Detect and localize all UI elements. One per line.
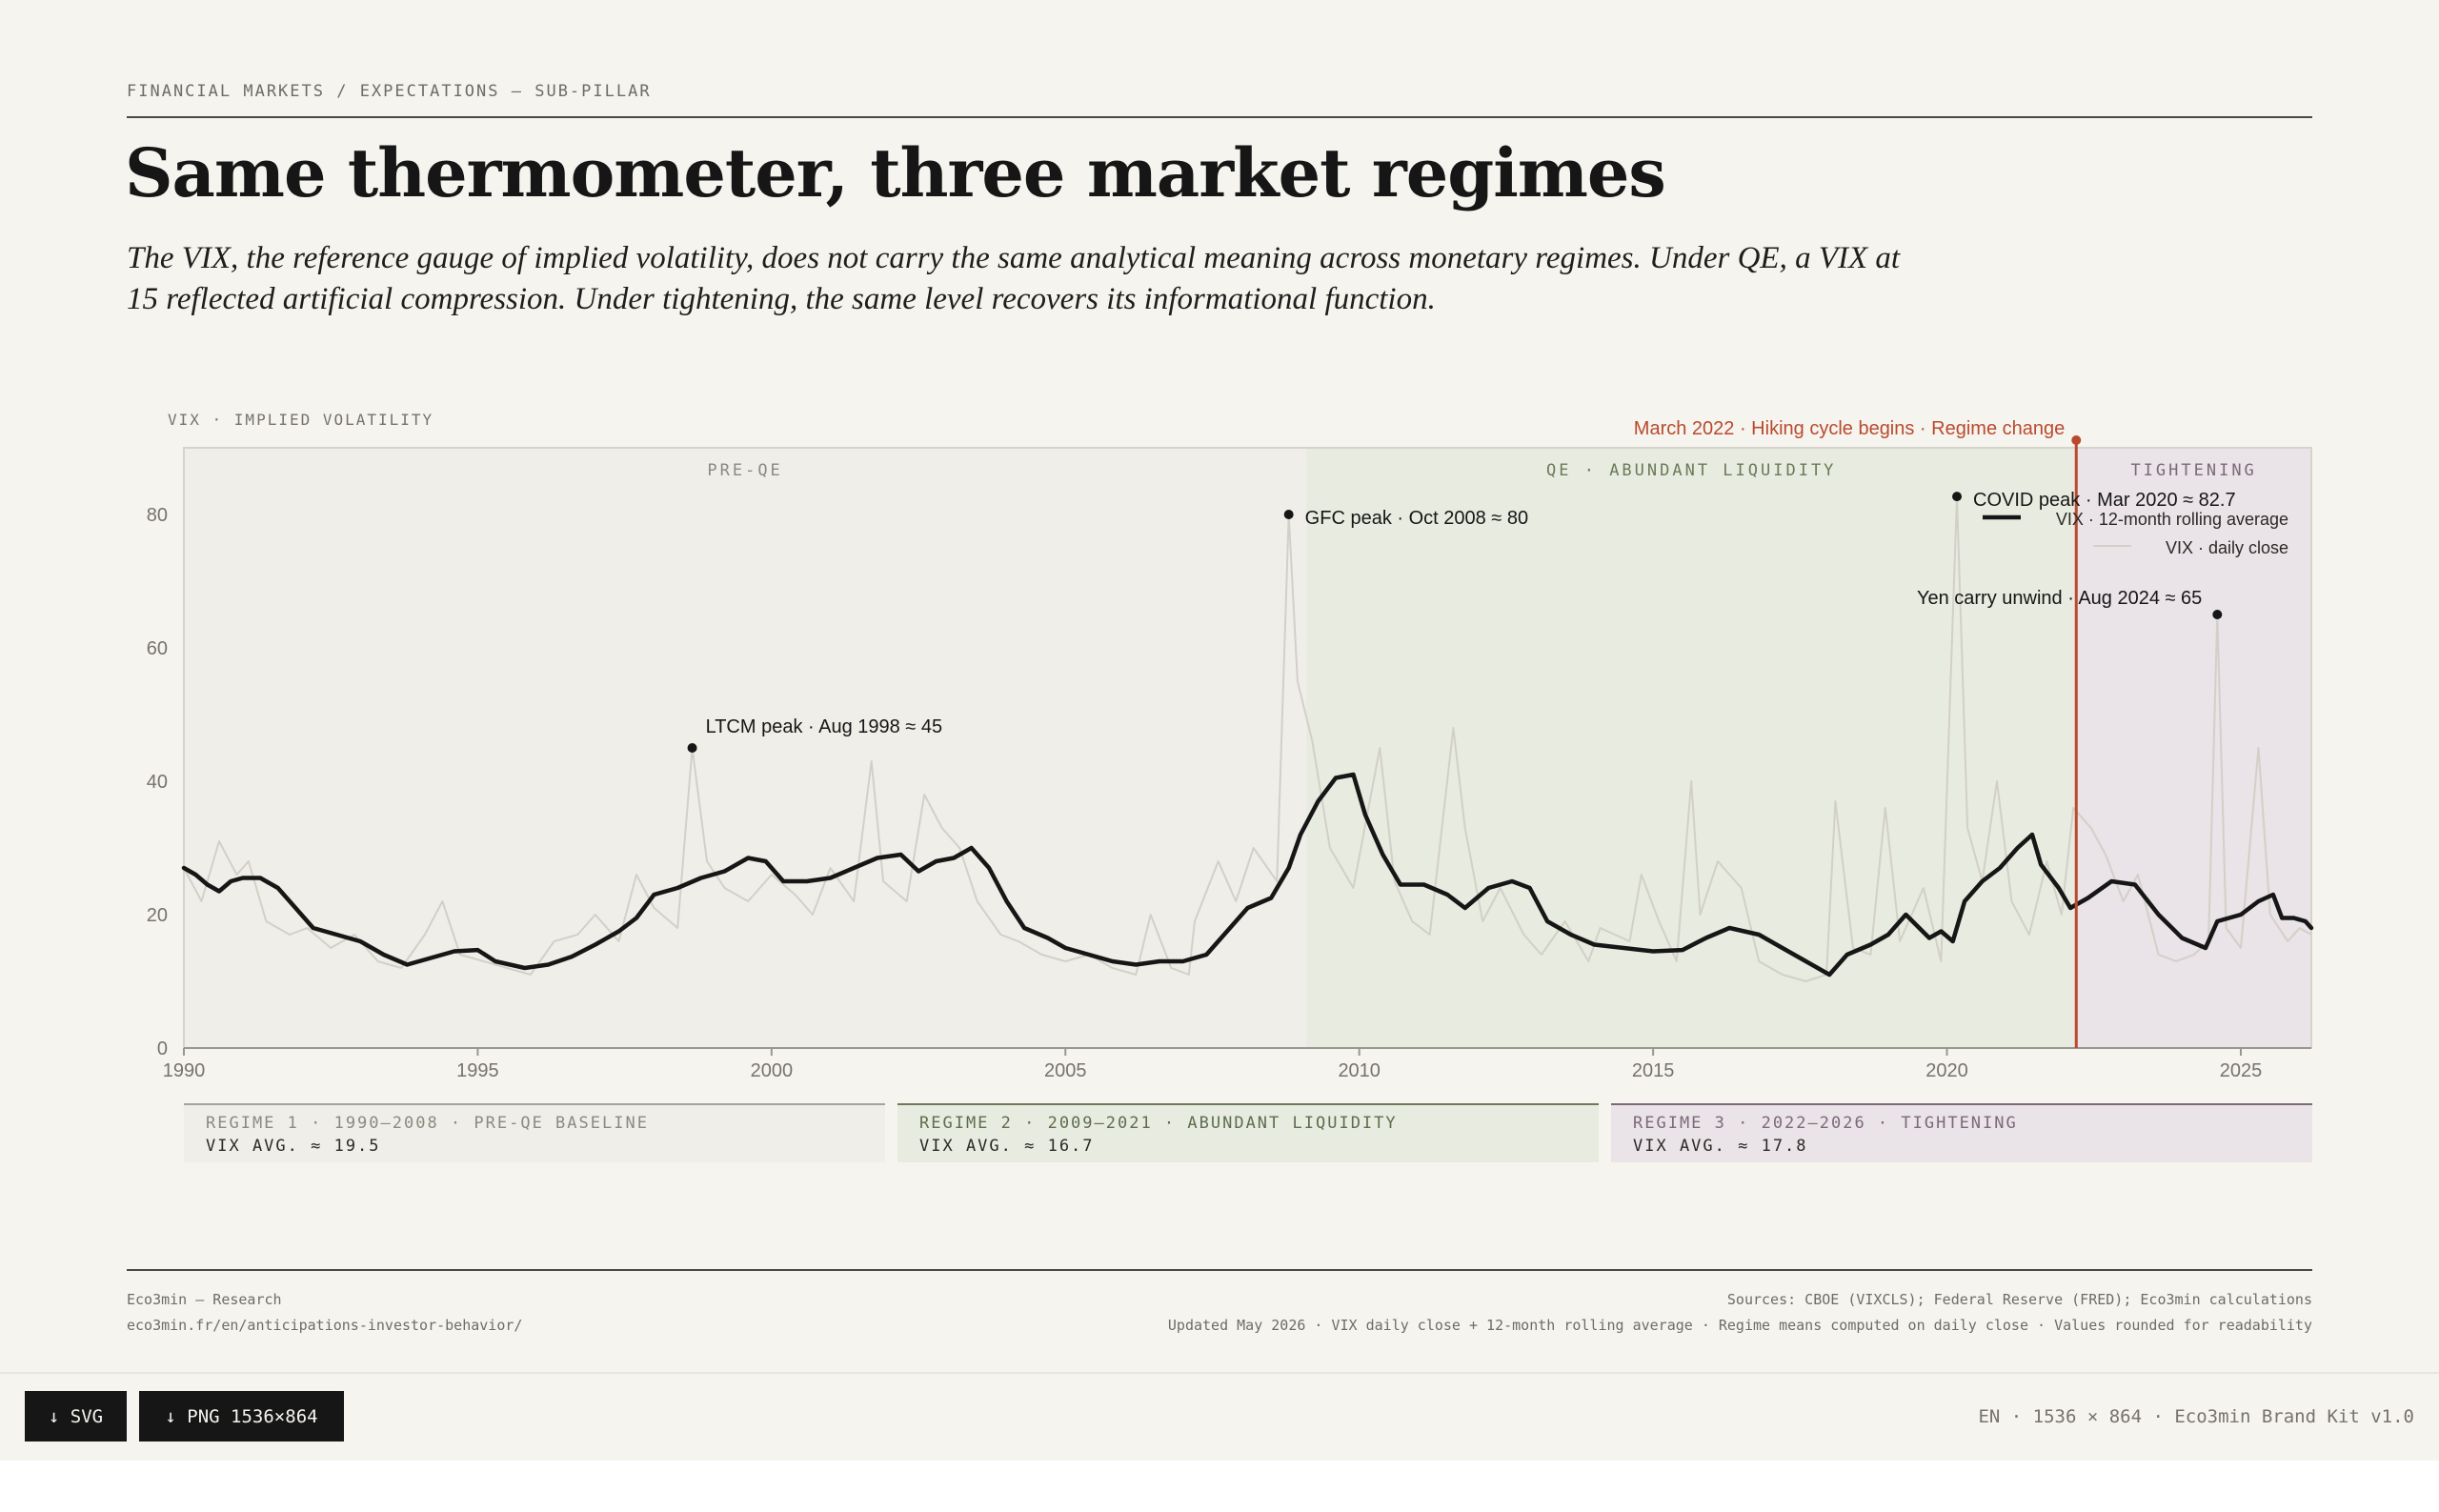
regime-band-label-2: TIGHTENING	[2130, 461, 2256, 480]
y-tick-label: 0	[157, 1038, 168, 1059]
download-png-button[interactable]: ↓ PNG 1536×864	[139, 1391, 344, 1441]
regime-card-value: VIX AVG. ≈ 17.8	[1633, 1137, 1808, 1156]
annotation-dot	[1952, 492, 1963, 502]
series-rolling-average	[181, 772, 2314, 978]
x-tick-label: 2015	[1632, 1060, 1675, 1081]
regime-band-label-1: QE · ABUNDANT LIQUIDITY	[1546, 461, 1836, 480]
x-tick-label: 2025	[2220, 1060, 2263, 1081]
regime-card-value: VIX AVG. ≈ 16.7	[919, 1137, 1095, 1156]
toolbar-info: EN · 1536 × 864 · Eco3min Brand Kit v1.0	[1978, 1406, 2414, 1427]
annotation-dot	[1283, 510, 1294, 519]
regime-change-label: March 2022 · Hiking cycle begins · Regim…	[1634, 418, 2065, 439]
regime-change-dot	[2071, 435, 2082, 445]
regime-card-2	[897, 1103, 1599, 1162]
kicker: FINANCIAL MARKETS / EXPECTATIONS — SUB-P…	[127, 82, 652, 101]
footer-org: Eco3min — Research	[127, 1291, 282, 1308]
download-svg-button[interactable]: ↓ SVG	[25, 1391, 127, 1441]
vix-chart: PRE-QE QE · ABUNDANT LIQUIDITY TIGHTENING V…	[147, 411, 2314, 1162]
annotation-label: Yen carry unwind · Aug 2024 ≈ 65	[1917, 588, 2202, 609]
x-tick-label: 2000	[751, 1060, 794, 1081]
annotation-label: GFC peak · Oct 2008 ≈ 80	[1305, 508, 1528, 529]
regime-card-title: REGIME 2 · 2009–2021 · ABUNDANT LIQUIDIT…	[919, 1114, 1398, 1133]
toolbar-divider	[0, 1372, 2439, 1374]
y-tick-label: 20	[147, 905, 168, 926]
regime-band-0	[184, 448, 1307, 1048]
regime-card-1	[184, 1103, 885, 1162]
footer-sources: Sources: CBOE (VIXCLS); Federal Reserve …	[1168, 1287, 2312, 1339]
y-tick-label: 80	[147, 505, 168, 526]
regime-card-title: REGIME 1 · 1990–2008 · PRE-QE BASELINE	[206, 1114, 649, 1133]
bottom-strip	[0, 1461, 2439, 1512]
y-tick-label: 60	[147, 638, 168, 659]
x-tick-label: 1990	[163, 1060, 206, 1081]
footer-credits: Eco3min — Research eco3min.fr/en/anticip…	[127, 1287, 522, 1339]
annotation-label: COVID peak · Mar 2020 ≈ 82.7	[1973, 490, 2236, 511]
footer-method-line: Updated May 2026 · VIX daily close + 12-…	[1167, 1317, 2312, 1334]
regime-card-value: VIX AVG. ≈ 19.5	[206, 1137, 381, 1156]
regime-band-label-0: PRE-QE	[707, 461, 782, 480]
legend-label-daily: VIX · daily close	[2166, 538, 2288, 557]
annotation-label: LTCM peak · Aug 1998 ≈ 45	[706, 716, 943, 737]
legend-label-average: VIX · 12-month rolling average	[2056, 510, 2288, 529]
top-divider	[127, 116, 2312, 118]
regime-card-title: REGIME 3 · 2022–2026 · TIGHTENING	[1633, 1114, 2018, 1133]
annotation-dot	[2212, 610, 2223, 619]
export-toolbar: ↓ SVG ↓ PNG 1536×864 EN · 1536 × 864 · E…	[0, 1374, 2439, 1461]
x-tick-label: 2010	[1338, 1060, 1381, 1081]
footer-url: eco3min.fr/en/anticipations-investor-beh…	[127, 1317, 523, 1334]
y-axis-title: VIX · IMPLIED VOLATILITY	[168, 411, 433, 429]
footer-sources-line: Sources: CBOE (VIXCLS); Federal Reserve …	[1726, 1291, 2312, 1308]
page-title: Same thermometer, three market regimes	[125, 133, 1666, 212]
regime-band-2	[2076, 448, 2311, 1048]
annotation-dot	[687, 743, 697, 753]
x-tick-label: 2005	[1044, 1060, 1087, 1081]
page-subtitle: The VIX, the reference gauge of implied …	[127, 241, 1901, 316]
y-tick-label: 40	[147, 772, 168, 793]
x-tick-label: 2020	[1925, 1060, 1968, 1081]
footer-divider	[127, 1269, 2312, 1271]
regime-card-3	[1611, 1103, 2312, 1162]
x-tick-label: 1995	[456, 1060, 499, 1081]
regime-band-1	[1306, 448, 2077, 1048]
